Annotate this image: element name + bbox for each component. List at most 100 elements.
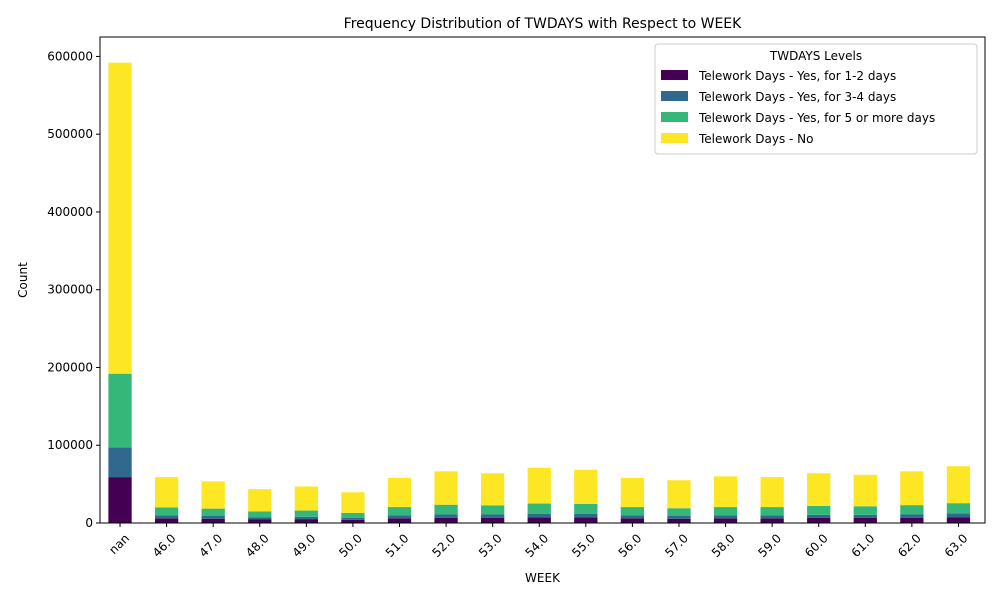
bar-segment [807,514,831,518]
bar-segment [341,519,365,523]
bar-segment [900,517,924,523]
bar-segment [853,506,877,515]
bar-segment [853,514,877,518]
bar-segment [620,515,645,519]
bar-segment [248,517,272,520]
bars-group [108,62,971,523]
x-tick-label: 58.0 [709,531,738,560]
y-tick-label: 500000 [47,127,93,141]
bar-segment [620,507,645,516]
bar-segment [201,481,225,509]
bar-segment [946,503,971,514]
bar-segment [760,477,784,508]
x-tick-label: 62.0 [895,531,924,560]
bar-segment [481,514,505,518]
bar-segment [154,518,179,523]
legend-entry: Telework Days - No [698,132,813,146]
bar-segment [108,447,132,478]
bar-segment [527,517,551,523]
x-tick-label: nan [106,531,132,557]
legend-entry: Telework Days - Yes, for 1-2 days [698,69,896,83]
x-tick-label: 56.0 [616,531,645,560]
y-tick-label: 400000 [47,205,93,219]
bar-segment [434,517,458,523]
x-tick-label: 48.0 [243,531,272,560]
x-tick-label: 54.0 [523,531,552,560]
bar-segment [667,480,691,509]
plot-frame [99,36,986,524]
legend-box [654,43,978,155]
bar-segment [201,516,225,519]
bar-segment [900,505,924,515]
bar-segment [108,477,132,523]
bar-segment [574,517,598,523]
bar-segment [294,519,318,523]
bar-segment [853,517,877,523]
x-tick-label: 63.0 [942,531,971,560]
bar-segment [387,515,412,519]
x-tick-label: 51.0 [383,531,412,560]
legend-swatch [661,70,688,80]
legend-swatch [661,91,688,101]
bar-segment [154,507,179,516]
y-tick-label: 300000 [47,283,93,297]
bar-segment [667,508,691,517]
x-tick-label: 55.0 [569,531,598,560]
bar-segment [574,503,598,514]
x-tick-label: 59.0 [755,531,784,560]
bar-segment [434,471,458,505]
bar-segment [574,513,598,518]
bar-segment [481,505,505,515]
bar-segment [294,510,318,517]
bar-segment [434,514,458,518]
x-tick-label: 60.0 [802,531,831,560]
bar-segment [853,474,877,507]
y-tick-label: 100000 [47,438,93,452]
bar-segment [946,517,971,523]
bar-segment [667,518,691,523]
x-tick-label: 49.0 [290,531,319,560]
bar-segment [341,512,365,518]
bar-segment [574,469,598,504]
bar-segment [527,467,551,504]
bar-segment [527,513,551,518]
bar-segment [201,508,225,517]
bar-segment [248,489,272,512]
x-tick-label: 57.0 [662,531,691,560]
y-axis-label: Count [16,262,30,298]
y-tick-label: 0 [85,516,93,530]
bar-segment [108,62,132,374]
bar-segment [760,507,784,516]
bar-segment [341,517,365,520]
bar-segment [527,503,551,514]
y-axis: 0 100000 200000 300000 400000 500000 600000 [47,49,100,530]
legend-entry: Telework Days - Yes, for 3-4 days [698,90,896,104]
bar-segment [248,519,272,523]
bar-segment [667,516,691,519]
legend-entry: Telework Days - Yes, for 5 or more days [698,111,935,125]
legend: TWDAYS Levels Telework Days - Yes, for 1… [654,43,978,155]
bar-segment [154,515,179,519]
bar-segment [713,515,738,519]
chart-title: Frequency Distribution of TWDAYS with Re… [344,16,742,32]
legend-swatch [661,112,688,122]
bar-segment [900,471,924,506]
bar-segment [620,518,645,523]
y-tick-label: 600000 [47,49,93,63]
x-tick-label: 50.0 [336,531,365,560]
bar-segment [713,476,738,508]
x-axis-label: WEEK [525,571,561,585]
x-tick-label: 52.0 [429,531,458,560]
x-tick-label: 61.0 [849,531,878,560]
bar-segment [760,518,784,523]
legend-items: Telework Days - Yes, for 1-2 days Telewor… [661,69,935,146]
bar-segment [481,517,505,523]
x-tick-label: 47.0 [196,531,225,560]
bar-segment [807,517,831,523]
legend-swatch [661,133,688,143]
bar-segment [620,477,645,508]
bar-segment [387,477,412,508]
bar-segment [154,477,179,508]
bar-segment [946,466,971,504]
